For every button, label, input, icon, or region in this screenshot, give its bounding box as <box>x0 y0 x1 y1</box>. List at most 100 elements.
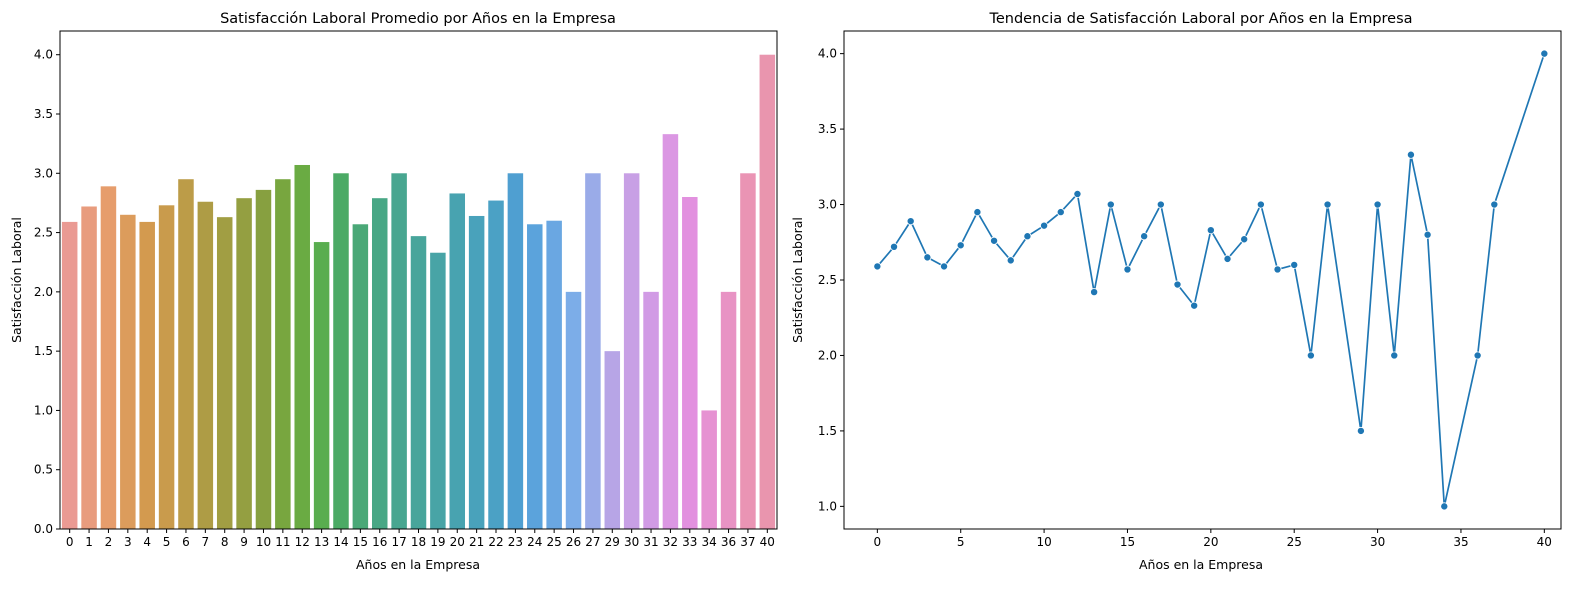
line-chart-title: Tendencia de Satisfacción Laboral por Añ… <box>988 11 1412 27</box>
bar-chart-xtick-label: 11 <box>275 535 290 549</box>
bar-chart-xtick-label: 13 <box>314 535 329 549</box>
bar-chart-xtick-label: 26 <box>566 535 581 549</box>
bar <box>507 173 524 530</box>
data-point <box>1190 301 1199 310</box>
bar-chart-xtick-label: 4 <box>143 535 151 549</box>
bar-chart-xtick-label: 16 <box>372 535 387 549</box>
bar-chart-xtick-label: 7 <box>202 535 210 549</box>
line-chart-xtick-label: 40 <box>1537 535 1552 549</box>
data-point <box>1073 189 1082 198</box>
series-line <box>876 53 1546 508</box>
data-point <box>973 208 982 217</box>
bar <box>216 217 233 529</box>
data-point <box>1223 254 1232 263</box>
bar-chart-xtick-label: 27 <box>585 535 600 549</box>
line-chart-ytick-label: 2.0 <box>818 348 837 362</box>
bar <box>197 201 214 529</box>
bar-chart-frame <box>59 30 778 530</box>
data-point <box>1106 200 1115 209</box>
line-chart-ytick-label: 3.0 <box>818 198 837 212</box>
line-chart-frame <box>843 30 1562 530</box>
bar-chart-xtick-label: 29 <box>605 535 620 549</box>
line-chart-ytick-label: 4.0 <box>818 47 837 61</box>
data-point <box>1056 208 1065 217</box>
bar <box>333 173 349 530</box>
bar-chart-ytick-label: 3.0 <box>34 166 53 180</box>
bar-chart-xtick-label: 31 <box>643 535 658 549</box>
line-chart-xtick-label: 5 <box>957 535 965 549</box>
data-point <box>1440 502 1449 511</box>
data-point <box>940 262 949 271</box>
bar <box>449 193 466 529</box>
bar <box>527 224 543 529</box>
data-point <box>1090 288 1099 297</box>
line-chart-plot <box>873 49 1549 511</box>
data-point <box>1123 265 1132 274</box>
line-chart-xtick-label: 20 <box>1203 535 1218 549</box>
bar <box>720 291 737 529</box>
bar <box>759 54 776 529</box>
bar-chart-ytick-label: 0.5 <box>34 463 53 477</box>
data-point <box>1206 226 1215 235</box>
data-point <box>1373 200 1382 209</box>
line-chart-xtick-label: 0 <box>874 535 882 549</box>
bar <box>100 186 117 530</box>
data-point <box>1006 256 1015 265</box>
bar <box>430 252 446 529</box>
bar-chart-xtick-label: 15 <box>353 535 368 549</box>
bar <box>81 206 97 529</box>
bar-chart-xtick-label: 10 <box>256 535 271 549</box>
data-point <box>990 236 999 245</box>
data-point <box>873 262 882 271</box>
bar <box>236 198 252 529</box>
data-point <box>890 242 899 251</box>
bar <box>604 351 621 529</box>
bar-chart-ytick-label: 2.0 <box>34 285 53 299</box>
bar-chart-xtick-label: 19 <box>430 535 445 549</box>
bar-chart-ytick-label: 2.5 <box>34 226 53 240</box>
data-point <box>1256 200 1265 209</box>
line-chart-xtick-label: 30 <box>1370 535 1385 549</box>
bar-chart-xtick-label: 9 <box>240 535 248 549</box>
data-point <box>1490 200 1499 209</box>
bar-chart-xtick-label: 1 <box>85 535 93 549</box>
bar-chart-xtick-label: 32 <box>663 535 678 549</box>
data-point <box>1423 230 1432 239</box>
bar <box>682 197 698 529</box>
bar <box>623 173 640 530</box>
line-chart-xtick-label: 35 <box>1453 535 1468 549</box>
line-chart-xtick-label: 25 <box>1287 535 1302 549</box>
data-point <box>1040 221 1049 230</box>
bar-chart-xtick-label: 21 <box>469 535 484 549</box>
data-point <box>1273 265 1282 274</box>
bar-chart-xtick-label: 22 <box>488 535 503 549</box>
bar-chart-xtick-label: 20 <box>450 535 465 549</box>
bar-chart-xtick-label: 6 <box>182 535 190 549</box>
bar-chart-xtick-label: 30 <box>624 535 639 549</box>
bar-chart-xlabel: Años en la Empresa <box>356 557 480 572</box>
bar <box>294 164 310 529</box>
bar-chart-ytick-label: 0.0 <box>34 522 53 536</box>
bar-chart-ytick-label: 4.0 <box>34 48 53 62</box>
line-chart-xtick-label: 15 <box>1120 535 1135 549</box>
bar-chart-xtick-label: 25 <box>547 535 562 549</box>
bar <box>158 205 175 530</box>
data-point <box>1290 260 1299 269</box>
data-point <box>1406 150 1415 159</box>
bar-chart-ytick-label: 1.0 <box>34 403 53 417</box>
bar-chart-xtick-label: 12 <box>295 535 310 549</box>
data-point <box>906 217 915 226</box>
data-point <box>1173 280 1182 289</box>
data-point <box>1356 426 1365 435</box>
bar-chart-ytick-label: 1.5 <box>34 344 53 358</box>
bar-chart-xtick-label: 37 <box>740 535 755 549</box>
bar <box>255 189 272 529</box>
bar <box>391 173 407 530</box>
bar <box>740 173 756 530</box>
bar-chart-ticks: 0.00.51.01.52.02.53.03.54.00 1 2 3 4 5 6 7 8 9 10 1… <box>34 48 775 549</box>
data-point <box>1240 235 1249 244</box>
bar <box>546 220 562 529</box>
bar-chart-xtick-label: 36 <box>721 535 736 549</box>
data-point <box>1023 232 1032 241</box>
